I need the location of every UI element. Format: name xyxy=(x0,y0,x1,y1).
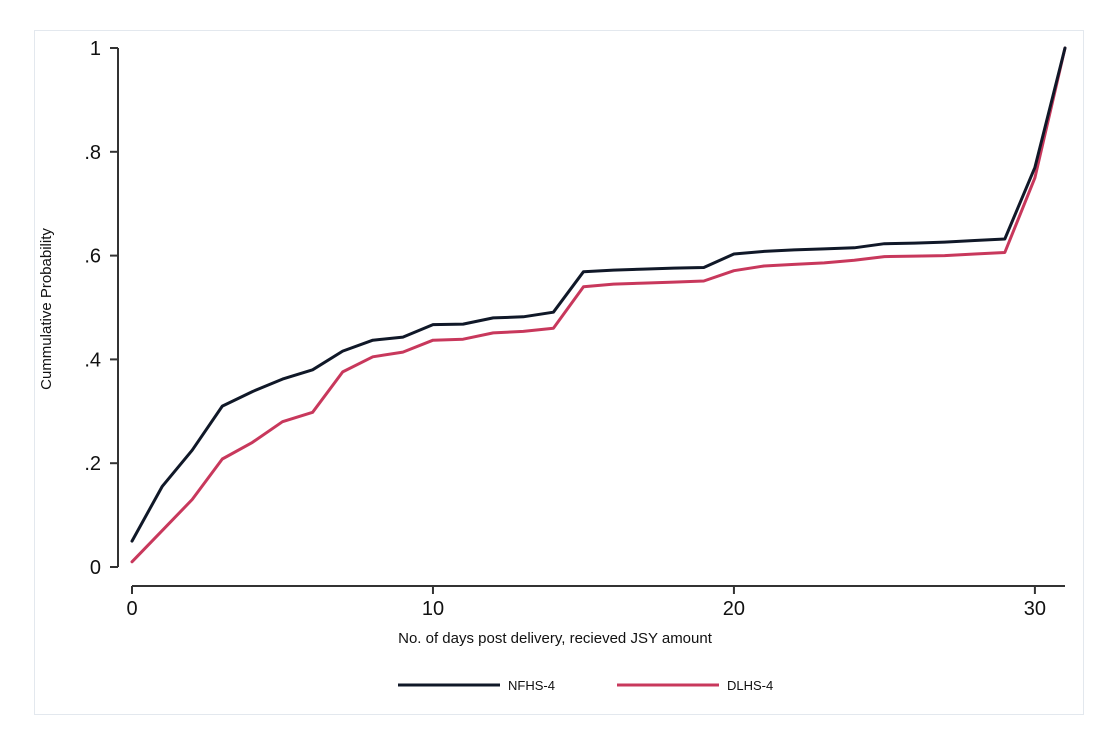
y-axis-title: Cummulative Probability xyxy=(38,228,55,390)
series-line-dlhs-4 xyxy=(130,46,1067,564)
legend: NFHS-4 DLHS-4 xyxy=(398,678,773,693)
y-tick-label: 1 xyxy=(90,38,101,60)
legend-label: NFHS-4 xyxy=(508,678,555,693)
chart-frame: 0 .2 .4 .6 .8 1 0 10 20 30 No. of days post deli… xyxy=(34,30,1084,715)
y-tick-label: 0 xyxy=(90,557,101,579)
y-tick-label: .8 xyxy=(84,142,101,164)
x-tick-label: 30 xyxy=(1024,598,1046,620)
series-line-nfhs-4 xyxy=(130,46,1067,543)
legend-item: NFHS-4 xyxy=(398,678,555,693)
series-layer xyxy=(130,46,1067,564)
x-tick-label: 10 xyxy=(422,598,444,620)
x-axis: 0 10 20 30 xyxy=(126,585,1065,620)
x-tick-label: 20 xyxy=(723,598,745,620)
y-axis: 0 .2 .4 .6 .8 1 xyxy=(84,38,119,579)
x-axis-title: No. of days post delivery, recieved JSY … xyxy=(398,630,713,647)
legend-label: DLHS-4 xyxy=(727,678,773,693)
y-tick-label: .2 xyxy=(84,453,101,475)
line-chart: 0 .2 .4 .6 .8 1 0 10 20 30 No. of days post deli… xyxy=(38,38,1067,693)
y-tick-label: .6 xyxy=(84,246,101,268)
legend-item: DLHS-4 xyxy=(617,678,773,693)
x-tick-label: 0 xyxy=(126,598,137,620)
y-tick-label: .4 xyxy=(84,349,101,371)
